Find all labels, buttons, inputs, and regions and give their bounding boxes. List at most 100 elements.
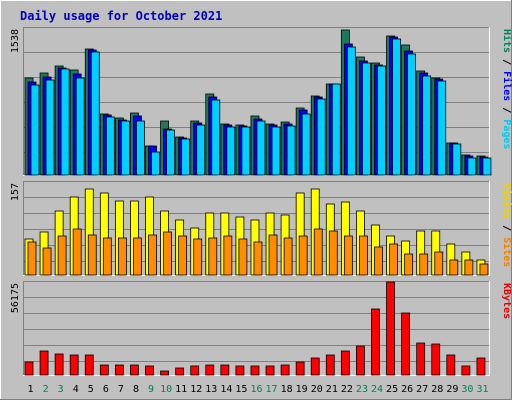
bar-kbytes-day-1 bbox=[24, 361, 34, 376]
bar-sites-day-27 bbox=[419, 253, 429, 276]
bar-kbytes-day-27 bbox=[416, 342, 426, 376]
day-label-21: 21 bbox=[326, 384, 338, 395]
bar-pages-day-3 bbox=[60, 68, 70, 176]
bar-sites-day-11 bbox=[178, 235, 188, 276]
legend-sites: Sites bbox=[501, 237, 512, 267]
bar-kbytes-day-19 bbox=[295, 361, 305, 376]
bar-pages-day-22 bbox=[346, 46, 356, 176]
day-label-8: 8 bbox=[133, 384, 139, 395]
legend-files: Files bbox=[501, 71, 512, 101]
bar-sites-day-2 bbox=[42, 247, 52, 276]
bar-sites-day-30 bbox=[464, 259, 474, 276]
bar-pages-day-26 bbox=[407, 53, 417, 176]
bar-kbytes-day-23 bbox=[356, 345, 365, 376]
bar-kbytes-day-31 bbox=[476, 357, 486, 376]
bar-kbytes-day-29 bbox=[446, 354, 456, 376]
day-label-11: 11 bbox=[175, 384, 187, 395]
day-label-27: 27 bbox=[416, 384, 428, 395]
bar-kbytes-day-28 bbox=[431, 343, 441, 376]
bar-kbytes-day-21 bbox=[325, 354, 335, 376]
bar-kbytes-day-20 bbox=[310, 357, 320, 376]
panel-hits: 1538 Hits / Files / Pages bbox=[10, 27, 512, 176]
bar-kbytes-day-10 bbox=[160, 370, 169, 376]
bar-kbytes-day-3 bbox=[54, 353, 64, 376]
day-label-16: 16 bbox=[250, 384, 262, 395]
bar-sites-day-6 bbox=[102, 237, 112, 276]
bar-sites-day-19 bbox=[298, 235, 308, 276]
bar-pages-day-27 bbox=[422, 75, 432, 176]
bar-pages-day-7 bbox=[120, 120, 130, 176]
bar-pages-day-25 bbox=[392, 38, 401, 176]
day-labels: 1 2 3 4 5 6 7 8 9 10 11 12 13 14 15 16 17 18 19 20 21 22 23 24 2… bbox=[28, 384, 489, 395]
day-label-10: 10 bbox=[160, 384, 172, 395]
bar-pages-day-12 bbox=[196, 124, 206, 176]
bar-sites-day-28 bbox=[434, 251, 444, 276]
bar-kbytes-day-15 bbox=[235, 365, 245, 376]
day-label-17: 17 bbox=[266, 384, 278, 395]
bar-kbytes-day-2 bbox=[39, 350, 49, 376]
bar-sites-day-16 bbox=[253, 241, 263, 276]
bar-pages-day-13 bbox=[211, 99, 221, 176]
bar-kbytes-day-18 bbox=[280, 364, 290, 376]
bar-sites-day-14 bbox=[223, 235, 233, 276]
bar-sites-day-9 bbox=[148, 234, 157, 276]
day-label-7: 7 bbox=[118, 384, 124, 395]
day-label-12: 12 bbox=[190, 384, 202, 395]
bar-kbytes-day-14 bbox=[220, 364, 230, 376]
bar-kbytes-day-16 bbox=[250, 365, 260, 376]
bar-pages-day-16 bbox=[256, 120, 266, 176]
day-label-2: 2 bbox=[43, 384, 49, 395]
bar-pages-day-15 bbox=[241, 126, 251, 176]
day-label-18: 18 bbox=[281, 384, 293, 395]
legend-label-visits: Visits / Sites bbox=[501, 183, 512, 267]
legend-label-hits: Hits / Files / Pages bbox=[501, 29, 512, 149]
bar-sites-day-5 bbox=[87, 234, 97, 276]
bar-sites-day-13 bbox=[208, 237, 218, 276]
bar-kbytes-day-11 bbox=[175, 367, 185, 376]
day-label-4: 4 bbox=[73, 384, 79, 395]
bar-sites-day-31 bbox=[479, 263, 489, 276]
bar-kbytes-day-9 bbox=[145, 365, 154, 376]
day-label-5: 5 bbox=[88, 384, 94, 395]
bar-pages-day-28 bbox=[437, 80, 447, 176]
day-label-22: 22 bbox=[341, 384, 353, 395]
legend-kbytes: KBytes bbox=[501, 283, 512, 319]
day-label-23: 23 bbox=[356, 384, 368, 395]
legend-visits: Visits bbox=[501, 183, 512, 219]
bar-sites-day-8 bbox=[133, 237, 142, 276]
bar-pages-day-8 bbox=[136, 120, 145, 176]
bar-kbytes-day-30 bbox=[461, 365, 471, 376]
bar-kbytes-day-8 bbox=[130, 364, 139, 376]
bar-sites-day-20 bbox=[313, 228, 323, 276]
legend-separator: / bbox=[501, 219, 512, 237]
day-label-28: 28 bbox=[431, 384, 443, 395]
day-label-30: 30 bbox=[461, 384, 473, 395]
bar-sites-day-10 bbox=[163, 231, 172, 276]
day-label-25: 25 bbox=[386, 384, 398, 395]
day-label-19: 19 bbox=[296, 384, 308, 395]
ymax-label-visits: 157 bbox=[10, 183, 21, 201]
legend-hits: Hits bbox=[501, 29, 512, 53]
day-label-26: 26 bbox=[401, 384, 413, 395]
bar-pages-day-11 bbox=[181, 138, 191, 176]
bar-pages-day-29 bbox=[452, 143, 462, 176]
bar-kbytes-day-6 bbox=[99, 364, 109, 376]
day-label-29: 29 bbox=[446, 384, 458, 395]
chart-title: Daily usage for October 2021 bbox=[20, 9, 222, 23]
bar-pages-day-23 bbox=[362, 62, 371, 176]
bar-kbytes-day-25 bbox=[386, 281, 395, 376]
day-label-13: 13 bbox=[205, 384, 217, 395]
bar-sites-day-22 bbox=[343, 235, 353, 276]
day-label-1: 1 bbox=[28, 384, 34, 395]
bar-sites-day-18 bbox=[283, 237, 293, 276]
bar-pages-day-24 bbox=[377, 65, 386, 176]
day-label-31: 31 bbox=[476, 384, 488, 395]
bar-sites-day-21 bbox=[328, 230, 338, 276]
bar-sites-day-7 bbox=[117, 237, 127, 276]
chart-panels: 1538 Hits / Files / Pages 157 Visits / Site… bbox=[10, 27, 512, 376]
bar-pages-day-5 bbox=[90, 51, 100, 176]
legend-separator: / bbox=[501, 101, 512, 119]
panel-visits: 157 Visits / Sites bbox=[10, 181, 512, 276]
bar-kbytes-day-22 bbox=[340, 350, 350, 376]
